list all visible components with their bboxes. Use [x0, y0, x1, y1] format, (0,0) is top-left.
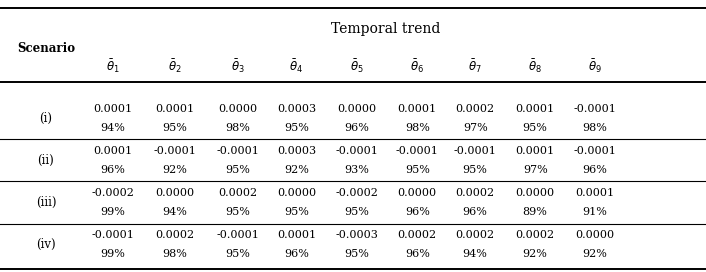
Text: (iii): (iii) [35, 196, 56, 209]
Text: $\bar{\theta}_3$: $\bar{\theta}_3$ [231, 58, 245, 75]
Text: 94%: 94% [100, 123, 126, 133]
Text: 95%: 95% [225, 249, 251, 259]
Text: 0.0000: 0.0000 [397, 188, 437, 198]
Text: 0.0000: 0.0000 [155, 188, 195, 198]
Text: 0.0001: 0.0001 [575, 188, 615, 198]
Text: 96%: 96% [582, 165, 608, 175]
Text: 92%: 92% [284, 165, 309, 175]
Text: 95%: 95% [462, 165, 488, 175]
Text: 92%: 92% [522, 249, 548, 259]
Text: 94%: 94% [162, 207, 188, 217]
Text: 98%: 98% [225, 123, 251, 133]
Text: 95%: 95% [405, 165, 430, 175]
Text: 96%: 96% [405, 249, 430, 259]
Text: 0.0002: 0.0002 [455, 104, 495, 114]
Text: 95%: 95% [162, 123, 188, 133]
Text: 98%: 98% [162, 249, 188, 259]
Text: 0.0001: 0.0001 [155, 104, 195, 114]
Text: 96%: 96% [284, 249, 309, 259]
Text: 95%: 95% [225, 165, 251, 175]
Text: 0.0002: 0.0002 [455, 230, 495, 240]
Text: -0.0001: -0.0001 [217, 230, 259, 240]
Text: 0.0002: 0.0002 [515, 230, 555, 240]
Text: -0.0001: -0.0001 [154, 146, 196, 156]
Text: 96%: 96% [100, 165, 126, 175]
Text: 0.0002: 0.0002 [155, 230, 195, 240]
Text: 94%: 94% [462, 249, 488, 259]
Text: Scenario: Scenario [17, 42, 75, 55]
Text: 95%: 95% [522, 123, 548, 133]
Text: 93%: 93% [344, 165, 369, 175]
Text: 0.0000: 0.0000 [218, 104, 258, 114]
Text: 95%: 95% [284, 207, 309, 217]
Text: 0.0000: 0.0000 [515, 188, 555, 198]
Text: $\bar{\theta}_1$: $\bar{\theta}_1$ [106, 58, 120, 75]
Text: 96%: 96% [344, 123, 369, 133]
Text: (ii): (ii) [37, 154, 54, 167]
Text: -0.0002: -0.0002 [335, 188, 378, 198]
Text: -0.0001: -0.0001 [335, 146, 378, 156]
Text: 97%: 97% [462, 123, 488, 133]
Text: -0.0001: -0.0001 [574, 104, 616, 114]
Text: 95%: 95% [344, 207, 369, 217]
Text: 0.0001: 0.0001 [93, 104, 133, 114]
Text: 95%: 95% [284, 123, 309, 133]
Text: 0.0001: 0.0001 [515, 146, 555, 156]
Text: -0.0001: -0.0001 [92, 230, 134, 240]
Text: $\bar{\theta}_6$: $\bar{\theta}_6$ [410, 58, 424, 75]
Text: 0.0001: 0.0001 [277, 230, 316, 240]
Text: 97%: 97% [522, 165, 548, 175]
Text: (i): (i) [40, 112, 52, 125]
Text: 98%: 98% [405, 123, 430, 133]
Text: 89%: 89% [522, 207, 548, 217]
Text: -0.0001: -0.0001 [454, 146, 496, 156]
Text: 0.0002: 0.0002 [455, 188, 495, 198]
Text: 0.0003: 0.0003 [277, 146, 316, 156]
Text: 0.0001: 0.0001 [93, 146, 133, 156]
Text: 95%: 95% [344, 249, 369, 259]
Text: 0.0002: 0.0002 [218, 188, 258, 198]
Text: $\bar{\theta}_8$: $\bar{\theta}_8$ [528, 58, 542, 75]
Text: 95%: 95% [225, 207, 251, 217]
Text: 91%: 91% [582, 207, 608, 217]
Text: -0.0003: -0.0003 [335, 230, 378, 240]
Text: $\bar{\theta}_4$: $\bar{\theta}_4$ [289, 58, 304, 75]
Text: 0.0000: 0.0000 [575, 230, 615, 240]
Text: 0.0001: 0.0001 [515, 104, 555, 114]
Text: (iv): (iv) [36, 238, 56, 251]
Text: $\bar{\theta}_9$: $\bar{\theta}_9$ [588, 58, 602, 75]
Text: $\bar{\theta}_7$: $\bar{\theta}_7$ [468, 58, 482, 75]
Text: 98%: 98% [582, 123, 608, 133]
Text: 99%: 99% [100, 249, 126, 259]
Text: 0.0003: 0.0003 [277, 104, 316, 114]
Text: 0.0000: 0.0000 [337, 104, 376, 114]
Text: 96%: 96% [462, 207, 488, 217]
Text: 0.0001: 0.0001 [397, 104, 437, 114]
Text: -0.0001: -0.0001 [574, 146, 616, 156]
Text: -0.0001: -0.0001 [396, 146, 438, 156]
Text: 92%: 92% [162, 165, 188, 175]
Text: -0.0001: -0.0001 [217, 146, 259, 156]
Text: 0.0002: 0.0002 [397, 230, 437, 240]
Text: $\bar{\theta}_2$: $\bar{\theta}_2$ [168, 58, 182, 75]
Text: 92%: 92% [582, 249, 608, 259]
Text: Temporal trend: Temporal trend [331, 21, 441, 36]
Text: $\bar{\theta}_5$: $\bar{\theta}_5$ [349, 58, 364, 75]
Text: 99%: 99% [100, 207, 126, 217]
Text: 96%: 96% [405, 207, 430, 217]
Text: -0.0002: -0.0002 [92, 188, 134, 198]
Text: 0.0000: 0.0000 [277, 188, 316, 198]
